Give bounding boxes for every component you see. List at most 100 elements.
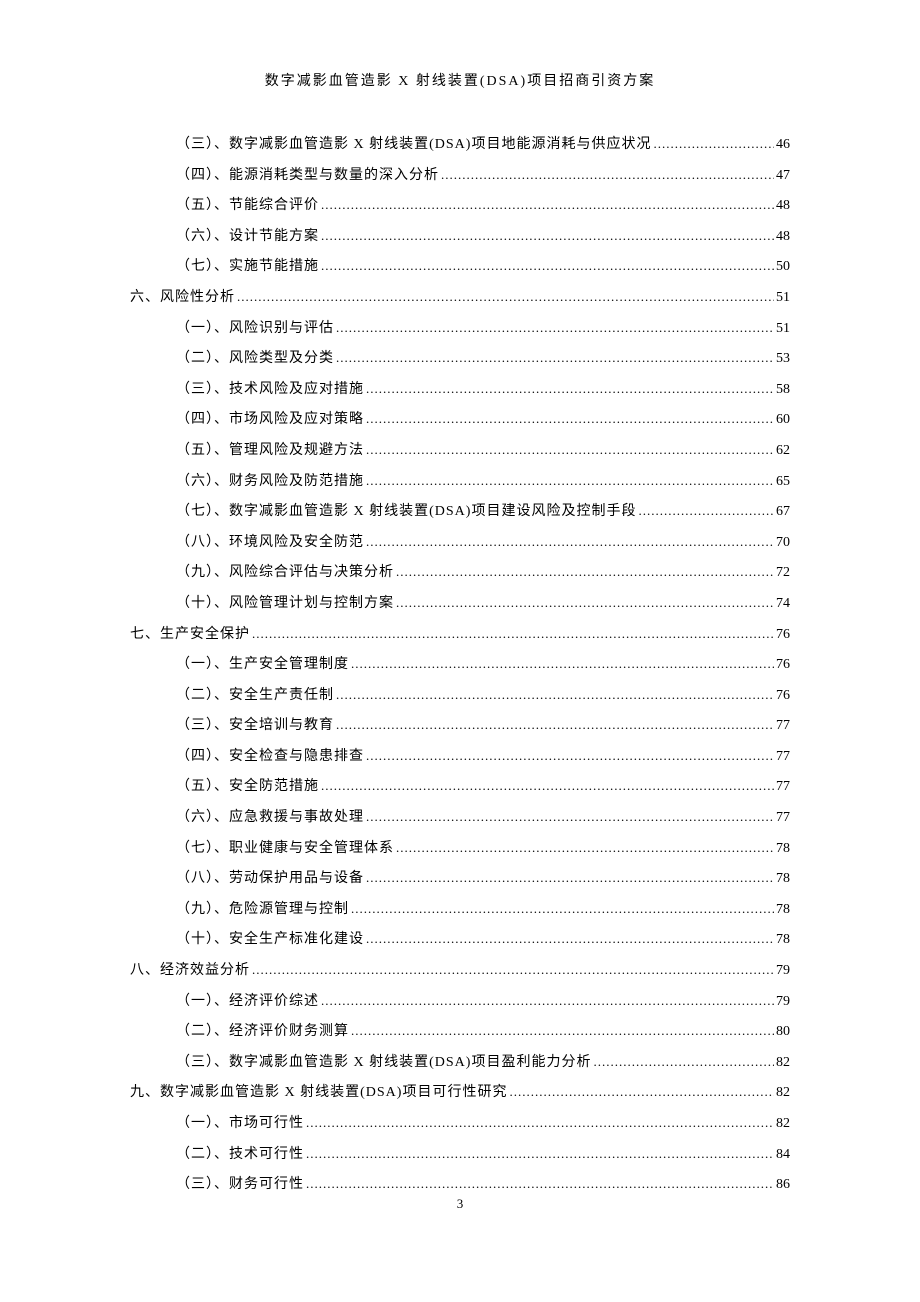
toc-entry: （三）、财务可行性 86 — [176, 1175, 790, 1195]
toc-leader-dots — [366, 533, 774, 553]
toc-leader-dots — [366, 808, 774, 828]
toc-entry: （六）、应急救援与事故处理 77 — [176, 808, 790, 828]
toc-entry-text: （三）、数字减影血管造影 X 射线装置(DSA)项目盈利能力分析 — [176, 1053, 591, 1073]
toc-entry-page: 77 — [776, 808, 790, 828]
toc-entry-text: （四）、能源消耗类型与数量的深入分析 — [176, 166, 439, 186]
toc-entry-page: 82 — [776, 1053, 790, 1073]
toc-leader-dots — [306, 1114, 774, 1134]
toc-entry-text: （九）、风险综合评估与决策分析 — [176, 563, 394, 583]
toc-entry-text: （六）、设计节能方案 — [176, 227, 319, 247]
toc-entry-text: （七）、实施节能措施 — [176, 257, 319, 277]
toc-leader-dots — [366, 441, 774, 461]
toc-entry-text: （五）、管理风险及规避方法 — [176, 441, 364, 461]
toc-entry-page: 86 — [776, 1175, 790, 1195]
toc-entry: （一）、市场可行性 82 — [176, 1114, 790, 1134]
toc-entry-page: 46 — [776, 135, 790, 155]
toc-leader-dots — [366, 930, 774, 950]
toc-leader-dots — [306, 1145, 774, 1165]
toc-entry: （三）、数字减影血管造影 X 射线装置(DSA)项目盈利能力分析 82 — [176, 1053, 790, 1073]
toc-entry: 八、经济效益分析 79 — [130, 961, 790, 981]
toc-entry: （九）、风险综合评估与决策分析 72 — [176, 563, 790, 583]
toc-entry-page: 72 — [776, 563, 790, 583]
toc-entry-text: （六）、财务风险及防范措施 — [176, 472, 364, 492]
toc-entry-text: （十）、安全生产标准化建设 — [176, 930, 364, 950]
toc-entry-page: 78 — [776, 839, 790, 859]
toc-entry: （二）、风险类型及分类53 — [176, 349, 790, 369]
toc-leader-dots — [336, 686, 774, 706]
toc-entry: （三）、数字减影血管造影 X 射线装置(DSA)项目地能源消耗与供应状况 46 — [176, 135, 790, 155]
toc-leader-dots — [441, 166, 774, 186]
toc-entry-text: （八）、环境风险及安全防范 — [176, 533, 364, 553]
toc-entry-page: 62 — [776, 441, 790, 461]
toc-entry-page: 51 — [776, 319, 790, 339]
toc-entry-text: （二）、风险类型及分类 — [176, 349, 334, 369]
toc-leader-dots — [336, 319, 774, 339]
toc-leader-dots — [336, 349, 774, 369]
toc-entry-text: （三）、财务可行性 — [176, 1175, 304, 1195]
toc-entry-text: （五）、节能综合评价 — [176, 196, 319, 216]
toc-entry: （一）、经济评价综述79 — [176, 992, 790, 1012]
toc-entry: 六、风险性分析 51 — [130, 288, 790, 308]
toc-entry-page: 74 — [776, 594, 790, 614]
toc-leader-dots — [237, 288, 774, 308]
toc-entry: （一）、生产安全管理制度76 — [176, 655, 790, 675]
toc-entry-page: 77 — [776, 777, 790, 797]
toc-entry-page: 51 — [776, 288, 790, 308]
toc-leader-dots — [321, 196, 774, 216]
toc-entry: （四）、能源消耗类型与数量的深入分析47 — [176, 166, 790, 186]
toc-leader-dots — [336, 716, 774, 736]
toc-entry-text: （二）、安全生产责任制 — [176, 686, 334, 706]
toc-entry-text: （一）、市场可行性 — [176, 1114, 304, 1134]
toc-entry-page: 58 — [776, 380, 790, 400]
toc-entry-page: 78 — [776, 930, 790, 950]
toc-leader-dots — [366, 747, 774, 767]
toc-entry-text: （四）、安全检查与隐患排查 — [176, 747, 364, 767]
toc-entry: （三）、安全培训与教育77 — [176, 716, 790, 736]
toc-entry-text: （八）、劳动保护用品与设备 — [176, 869, 364, 889]
toc-entry: 七、生产安全保护 76 — [130, 625, 790, 645]
toc-leader-dots — [351, 1022, 774, 1042]
toc-entry-text: 六、风险性分析 — [130, 288, 235, 308]
toc-leader-dots — [366, 869, 774, 889]
toc-entry-text: （九）、危险源管理与控制 — [176, 900, 349, 920]
toc-entry-page: 50 — [776, 257, 790, 277]
toc-entry: （四）、安全检查与隐患排查77 — [176, 747, 790, 767]
toc-entry-page: 78 — [776, 869, 790, 889]
toc-leader-dots — [366, 410, 774, 430]
document-page: 数字减影血管造影 X 射线装置(DSA)项目招商引资方案 （三）、数字减影血管造… — [0, 0, 920, 1195]
page-number: 3 — [0, 1196, 920, 1212]
toc-entry: （一）、风险识别与评估51 — [176, 319, 790, 339]
toc-entry-page: 82 — [776, 1083, 790, 1103]
toc-leader-dots — [321, 257, 774, 277]
toc-leader-dots — [653, 135, 774, 155]
toc-leader-dots — [351, 900, 774, 920]
toc-entry: （八）、劳动保护用品与设备 78 — [176, 869, 790, 889]
toc-leader-dots — [396, 594, 774, 614]
toc-entry-text: （六）、应急救援与事故处理 — [176, 808, 364, 828]
toc-entry-page: 76 — [776, 625, 790, 645]
toc-entry-text: （一）、生产安全管理制度 — [176, 655, 349, 675]
toc-leader-dots — [396, 563, 774, 583]
toc-leader-dots — [509, 1083, 774, 1103]
toc-leader-dots — [306, 1175, 774, 1195]
toc-entry-text: 八、经济效益分析 — [130, 961, 250, 981]
toc-entry-page: 82 — [776, 1114, 790, 1134]
toc-entry-page: 79 — [776, 961, 790, 981]
toc-leader-dots — [593, 1053, 774, 1073]
toc-leader-dots — [396, 839, 774, 859]
toc-entry: （二）、安全生产责任制 76 — [176, 686, 790, 706]
toc-entry-text: （七）、职业健康与安全管理体系 — [176, 839, 394, 859]
toc-leader-dots — [321, 227, 774, 247]
toc-leader-dots — [638, 502, 774, 522]
toc-entry: （七）、数字减影血管造影 X 射线装置(DSA)项目建设风险及控制手段 67 — [176, 502, 790, 522]
toc-entry: （五）、管理风险及规避方法 62 — [176, 441, 790, 461]
toc-entry: （二）、经济评价财务测算80 — [176, 1022, 790, 1042]
toc-entry-text: （一）、经济评价综述 — [176, 992, 319, 1012]
toc-entry: 九、数字减影血管造影 X 射线装置(DSA)项目可行性研究 82 — [130, 1083, 790, 1103]
toc-entry: （七）、实施节能措施 50 — [176, 257, 790, 277]
toc-entry-page: 76 — [776, 686, 790, 706]
toc-entry-text: 九、数字减影血管造影 X 射线装置(DSA)项目可行性研究 — [130, 1083, 507, 1103]
toc-entry-text: （七）、数字减影血管造影 X 射线装置(DSA)项目建设风险及控制手段 — [176, 502, 636, 522]
toc-entry-page: 77 — [776, 716, 790, 736]
toc-entry-text: （十）、风险管理计划与控制方案 — [176, 594, 394, 614]
